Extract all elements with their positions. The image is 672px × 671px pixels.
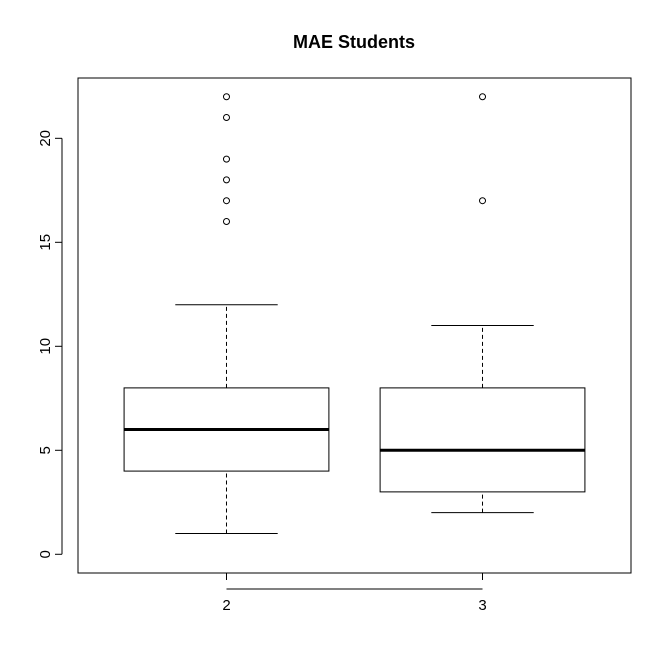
outlier-point xyxy=(222,114,230,122)
outlier-point xyxy=(222,176,230,184)
x-tick-label: 2 xyxy=(222,597,230,614)
y-tick-label: 10 xyxy=(37,338,54,355)
box-group-3 xyxy=(379,93,586,514)
x-tick-label: 3 xyxy=(478,597,486,614)
y-tick-label: 5 xyxy=(37,446,54,454)
outlier-point xyxy=(222,155,230,163)
outlier-point xyxy=(222,197,230,205)
outlier-point xyxy=(479,197,487,205)
y-axis: 0 5 10 15 20 xyxy=(37,130,63,558)
outlier-point xyxy=(222,93,230,101)
boxes-layer xyxy=(123,93,586,534)
outlier-point xyxy=(479,93,487,101)
plot-frame xyxy=(77,77,632,574)
box-iqr xyxy=(379,387,586,493)
y-tick-label: 0 xyxy=(37,550,54,558)
outlier-point xyxy=(222,218,230,226)
chart-title: MAE Students xyxy=(293,32,415,52)
y-tick-label: 20 xyxy=(37,130,54,147)
y-tick-label: 15 xyxy=(37,234,54,251)
box-group-2 xyxy=(123,93,330,534)
